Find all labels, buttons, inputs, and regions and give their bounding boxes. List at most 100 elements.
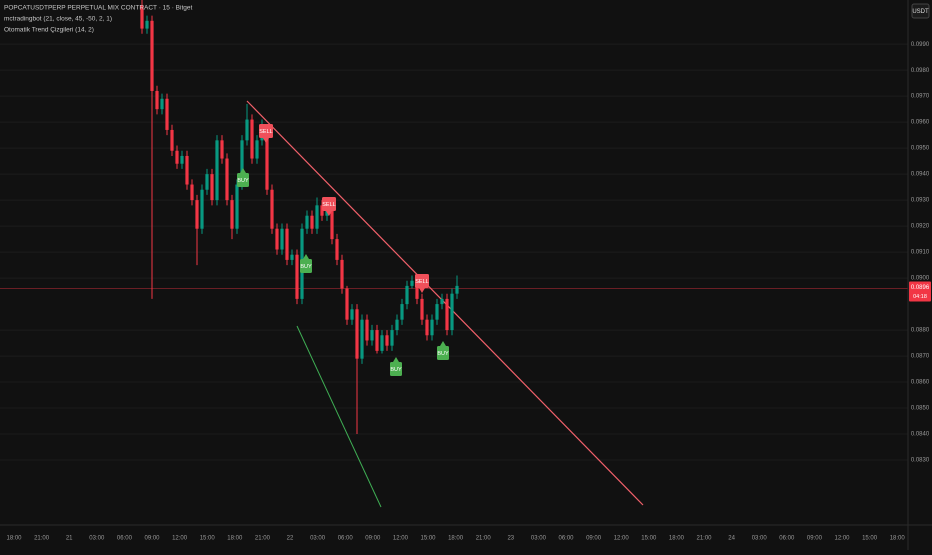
candle bbox=[245, 103, 249, 146]
candle bbox=[375, 324, 379, 354]
x-tick-label: 23 bbox=[507, 536, 514, 542]
candle-body bbox=[210, 174, 214, 201]
candle-body bbox=[325, 210, 329, 216]
candle-body bbox=[390, 330, 394, 346]
candle-body bbox=[305, 215, 309, 229]
candle-body bbox=[410, 280, 414, 286]
candle-body bbox=[185, 155, 189, 185]
candle-body bbox=[145, 20, 149, 29]
candle-body bbox=[330, 210, 334, 240]
signal-label: BUY bbox=[390, 367, 402, 373]
candle bbox=[355, 304, 359, 435]
y-tick-label: 0.0860 bbox=[911, 380, 930, 386]
candle bbox=[445, 293, 449, 336]
x-tick-label: 18:00 bbox=[227, 536, 243, 542]
y-tick-label: 0.0930 bbox=[911, 198, 930, 204]
y-tick-label: 0.0910 bbox=[911, 250, 930, 256]
y-tick-label: 0.0880 bbox=[911, 328, 930, 334]
candle-body bbox=[440, 298, 444, 305]
x-tick-label: 12:00 bbox=[393, 536, 409, 542]
candle bbox=[315, 197, 319, 234]
x-tick-label: 21:00 bbox=[476, 536, 492, 542]
candle bbox=[440, 293, 444, 310]
candle-body bbox=[280, 228, 284, 250]
signal-pointer bbox=[440, 341, 446, 346]
candle bbox=[195, 194, 199, 266]
candle bbox=[410, 275, 414, 289]
candle-body bbox=[215, 140, 219, 201]
candle-body bbox=[320, 205, 324, 216]
y-tick-label: 0.0940 bbox=[911, 172, 930, 178]
candle bbox=[365, 314, 369, 346]
y-tick-label: 0.0950 bbox=[911, 146, 930, 152]
signal-pointer bbox=[240, 168, 246, 173]
x-tick-label: 03:00 bbox=[752, 536, 768, 542]
x-tick-label: 15:00 bbox=[641, 536, 657, 542]
candle-body bbox=[385, 335, 389, 346]
candle bbox=[310, 210, 314, 234]
candle bbox=[290, 249, 294, 266]
y-tick-label: 0.0850 bbox=[911, 406, 930, 412]
candle-body bbox=[310, 215, 314, 229]
candle-body bbox=[415, 280, 419, 299]
y-tick-label: 0.0830 bbox=[911, 458, 930, 464]
y-tick-label: 0.0870 bbox=[911, 354, 930, 360]
candle-body bbox=[265, 129, 269, 190]
candle bbox=[225, 153, 229, 206]
buy-signal: BUY bbox=[300, 254, 312, 273]
sell-signal: SELL bbox=[259, 124, 273, 143]
candle-body bbox=[375, 330, 379, 351]
last-price-label: 0.0896 bbox=[911, 285, 930, 291]
support-trendline bbox=[296, 325, 382, 508]
x-tick-label: 18:00 bbox=[890, 536, 906, 542]
signal-label: BUY bbox=[437, 351, 449, 357]
candle bbox=[150, 15, 154, 299]
candle bbox=[230, 194, 234, 240]
candle bbox=[200, 184, 204, 234]
x-tick-label: 21:00 bbox=[696, 536, 712, 542]
candle-body bbox=[350, 309, 354, 320]
y-tick-label: 0.0990 bbox=[911, 42, 930, 48]
candle-body bbox=[175, 150, 179, 164]
currency-button[interactable] bbox=[911, 3, 930, 19]
candle bbox=[360, 314, 364, 364]
signal-pointer bbox=[419, 288, 425, 293]
y-tick-label: 0.0900 bbox=[911, 276, 930, 282]
x-tick-label: 18:00 bbox=[6, 536, 22, 542]
signal-pointer bbox=[326, 211, 332, 216]
candle-body bbox=[205, 174, 209, 190]
candle-body bbox=[405, 285, 409, 305]
candle-body bbox=[420, 298, 424, 320]
candle bbox=[160, 93, 164, 115]
candle bbox=[215, 135, 219, 206]
buy-signal: BUY bbox=[390, 357, 402, 376]
candle-body bbox=[340, 259, 344, 289]
candle bbox=[405, 280, 409, 310]
candle bbox=[205, 168, 209, 195]
candle-body bbox=[365, 319, 369, 341]
candle-body bbox=[230, 200, 234, 229]
x-tick-label: 15:00 bbox=[420, 536, 436, 542]
candle bbox=[385, 330, 389, 351]
currency-label[interactable]: USDT bbox=[912, 9, 929, 15]
candle bbox=[395, 314, 399, 336]
candle bbox=[210, 168, 214, 206]
x-tick-label: 03:00 bbox=[531, 536, 547, 542]
signal-box bbox=[390, 362, 402, 376]
grid bbox=[0, 43, 908, 461]
signals: BUY SELL BUY SELL BUY SELL BUY bbox=[237, 124, 449, 376]
signal-pointer bbox=[393, 357, 399, 362]
signal-label: SELL bbox=[415, 279, 428, 285]
candle-body bbox=[435, 304, 439, 320]
candle-body bbox=[285, 228, 289, 260]
candle bbox=[140, 0, 144, 34]
candle bbox=[295, 249, 299, 305]
x-tick-label: 22 bbox=[287, 536, 294, 542]
x-tick-label: 15:00 bbox=[862, 536, 878, 542]
candle bbox=[170, 124, 174, 156]
candle bbox=[255, 135, 259, 164]
candle-body bbox=[155, 90, 159, 110]
candle-body bbox=[225, 158, 229, 201]
candle bbox=[250, 114, 254, 164]
candle bbox=[270, 184, 274, 234]
